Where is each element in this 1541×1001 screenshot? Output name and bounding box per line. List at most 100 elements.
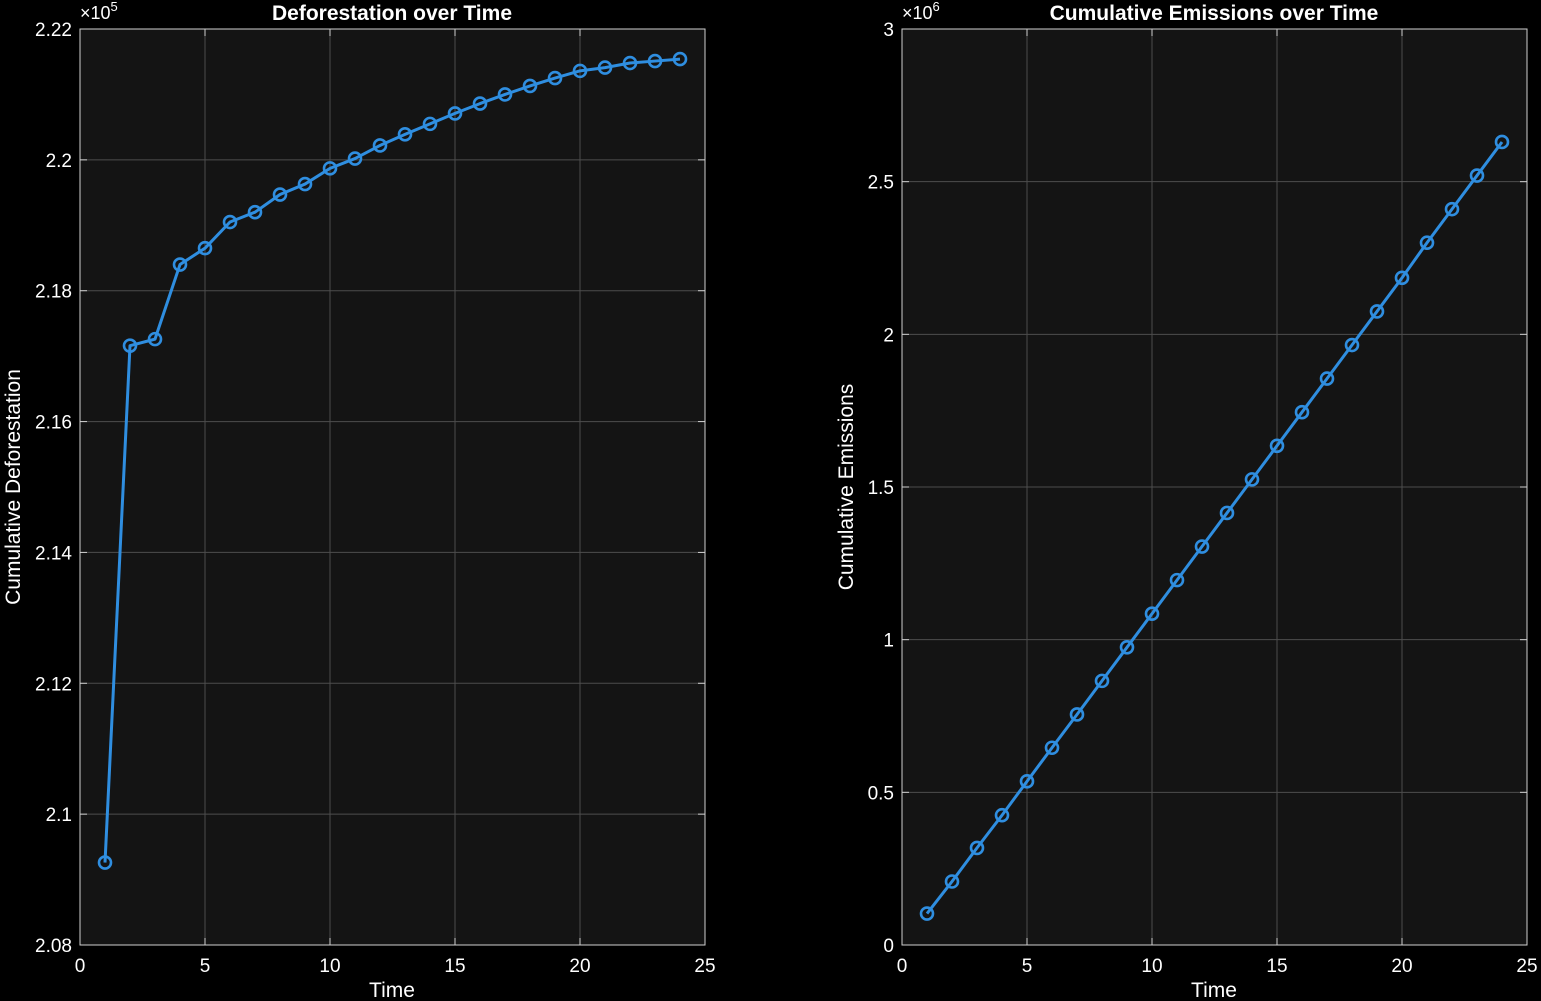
data-point [397, 127, 413, 142]
emissions-chart: 0 5 10 15 20 25 0 0.5 1 1.5 2 2.5 3 Cumulative Emiss… [835, 0, 1538, 1001]
y-tick-label: 2.12 [35, 674, 72, 695]
data-point [222, 214, 238, 230]
data-point [622, 55, 638, 71]
data-point [919, 906, 935, 921]
data-point [1494, 134, 1510, 150]
data-point [944, 874, 960, 889]
x-tick-label: 15 [444, 956, 465, 977]
tick-labels: 0 5 10 15 20 25 0 0.5 1 1.5 2 2.5 3 [868, 20, 1538, 977]
data-point [572, 63, 588, 79]
y-axis-label: Cumulative Deforestation [2, 369, 25, 605]
y-tick-label: 2.18 [35, 282, 72, 303]
data-point [1294, 404, 1310, 420]
data-point [122, 338, 138, 353]
data-point [1194, 539, 1210, 554]
y-tick-label: 2.14 [35, 543, 72, 564]
y-tick-label: 2.5 [868, 173, 894, 194]
data-point [1319, 371, 1335, 386]
data-point [597, 60, 613, 75]
y-tick-label: 2.22 [35, 20, 72, 41]
y-tick-label: 1.5 [868, 478, 894, 499]
exponent-power: 6 [933, 0, 940, 14]
data-point [1394, 270, 1410, 286]
data-point [672, 51, 688, 67]
data-point [1344, 337, 1360, 353]
data-point [197, 240, 213, 256]
data-point [1269, 438, 1285, 454]
y-tick-label: 2.2 [46, 151, 72, 172]
data-point [1244, 472, 1260, 487]
data-point [1169, 572, 1185, 588]
x-tick-label: 25 [694, 956, 715, 977]
exponent-base: ×10 [80, 3, 111, 23]
data-point [1444, 201, 1460, 217]
chart-title: Cumulative Emissions over Time [1050, 2, 1379, 25]
data-point [1019, 774, 1035, 789]
data-point [497, 87, 513, 102]
data-point [247, 204, 263, 220]
data-point [1144, 606, 1160, 622]
exponent-power: 5 [111, 0, 118, 14]
data-point [647, 53, 663, 69]
data-point [372, 138, 388, 153]
data-point [322, 161, 338, 176]
exponent-base: ×10 [902, 3, 933, 23]
data-point [1369, 304, 1385, 319]
data-point [994, 807, 1010, 823]
grid-lines [902, 29, 1527, 945]
axis-frame [79, 28, 706, 946]
x-tick-label: 10 [319, 956, 340, 977]
x-tick-label: 0 [75, 956, 86, 977]
data-point [97, 855, 113, 870]
y-tick-label: 0 [883, 936, 894, 957]
data-point [172, 257, 188, 272]
data-point [1469, 168, 1485, 183]
data-series [97, 51, 688, 870]
data-point [1044, 740, 1060, 756]
x-tick-label: 15 [1266, 956, 1287, 977]
x-tick-label: 0 [897, 956, 908, 977]
data-point [547, 70, 563, 86]
data-point [147, 331, 163, 347]
data-point [1419, 235, 1435, 251]
x-tick-label: 20 [1391, 956, 1412, 977]
tick-labels: 0 5 10 15 20 25 2.08 2.1 2.12 2.14 2.16 2.18 2.2 2.22 [35, 20, 716, 977]
y-exponent-label: ×106 [902, 0, 940, 23]
x-tick-label: 5 [200, 956, 211, 977]
y-exponent-label: ×105 [80, 0, 118, 23]
y-tick-label: 2.16 [35, 413, 72, 434]
chart-title: Deforestation over Time [272, 2, 512, 25]
axis-frame [901, 28, 1528, 946]
data-point [447, 106, 463, 121]
data-point [272, 187, 288, 202]
axis-box [901, 28, 1528, 946]
y-tick-label: 2 [883, 325, 894, 346]
data-point [522, 78, 538, 94]
x-tick-label: 10 [1141, 956, 1162, 977]
x-axis-label: Time [369, 979, 415, 1001]
axis-box [79, 28, 706, 946]
x-tick-label: 25 [1516, 956, 1537, 977]
y-tick-label: 2.08 [35, 936, 72, 957]
data-point [1069, 707, 1085, 722]
x-tick-label: 20 [569, 956, 590, 977]
data-point [472, 96, 488, 111]
data-point [1094, 673, 1110, 689]
plot-area [80, 29, 705, 945]
data-point [1219, 505, 1235, 521]
x-axis-label: Time [1191, 979, 1237, 1001]
deforestation-chart: 0 5 10 15 20 25 2.08 2.1 2.12 2.14 2.16 2.18 2.2 2.22… [2, 0, 716, 1001]
data-point [969, 840, 985, 856]
x-tick-label: 5 [1022, 956, 1033, 977]
data-point [297, 176, 313, 192]
data-point [347, 151, 363, 166]
data-series [919, 134, 1510, 921]
y-axis-label: Cumulative Emissions [835, 384, 858, 591]
grid-lines [80, 29, 705, 945]
y-tick-label: 0.5 [868, 783, 894, 804]
y-tick-label: 2.1 [46, 805, 72, 826]
y-tick-label: 3 [883, 20, 894, 41]
y-tick-label: 1 [883, 631, 894, 652]
data-point [1119, 639, 1135, 655]
